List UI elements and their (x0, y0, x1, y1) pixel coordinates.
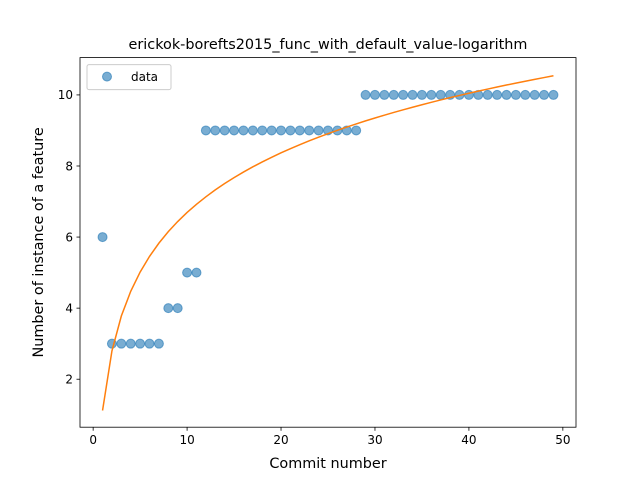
data-point (360, 89, 371, 100)
data-point (529, 89, 540, 100)
legend-label-data: data (131, 70, 158, 84)
data-point (492, 89, 503, 100)
data-point (266, 125, 277, 136)
data-point (369, 89, 380, 100)
data-point (351, 125, 362, 136)
y-tick-label: 10 (58, 88, 73, 102)
data-point (501, 89, 512, 100)
data-point (153, 338, 164, 349)
y-tick-label: 6 (65, 230, 73, 244)
axes-frame (79, 57, 577, 428)
data-point (97, 232, 108, 243)
x-tick-label: 0 (89, 433, 97, 447)
y-tick-label: 2 (65, 373, 73, 387)
data-point (182, 267, 193, 278)
legend-box (86, 64, 172, 91)
y-tick-label: 4 (65, 301, 73, 315)
data-point (539, 89, 550, 100)
data-point (407, 89, 418, 100)
y-tick-label: 8 (65, 159, 73, 173)
data-point (247, 125, 258, 136)
data-point (191, 267, 202, 278)
data-point (379, 89, 390, 100)
data-point (285, 125, 296, 136)
data-point (125, 338, 136, 349)
data-point (172, 303, 183, 314)
data-point (200, 125, 211, 136)
data-point (294, 125, 305, 136)
data-point (229, 125, 240, 136)
data-point (388, 89, 399, 100)
x-tick-label: 10 (179, 433, 194, 447)
data-point (520, 89, 531, 100)
data-point (304, 125, 315, 136)
x-tick-label: 50 (555, 433, 570, 447)
data-point (257, 125, 268, 136)
data-point (163, 303, 174, 314)
data-point (238, 125, 249, 136)
fit-line (101, 75, 554, 411)
x-tick-label: 40 (461, 433, 476, 447)
data-point (135, 338, 146, 349)
axis-ticks: 0 10 20 30 40 50 2 4 6 8 10 (58, 88, 571, 447)
data-point (210, 125, 221, 136)
data-point (548, 89, 559, 100)
data-point (482, 89, 493, 100)
data-point (116, 338, 127, 349)
plot-area (97, 75, 559, 411)
data-point (435, 89, 446, 100)
data-point (416, 89, 427, 100)
x-tick-label: 30 (367, 433, 382, 447)
legend-marker-data (102, 71, 112, 82)
data-point (219, 125, 230, 136)
x-tick-label: 20 (273, 433, 288, 447)
x-axis-label: Commit number (269, 456, 386, 472)
data-point (510, 89, 521, 100)
y-axis-label: Number of instance of a feature (31, 127, 47, 357)
chart-title: erickok-borefts2015_func_with_default_va… (129, 37, 528, 53)
data-point (426, 89, 437, 100)
data-point (276, 125, 287, 136)
data-point (313, 125, 324, 136)
legend: data (86, 64, 172, 91)
data-point (144, 338, 155, 349)
data-point (398, 89, 409, 100)
